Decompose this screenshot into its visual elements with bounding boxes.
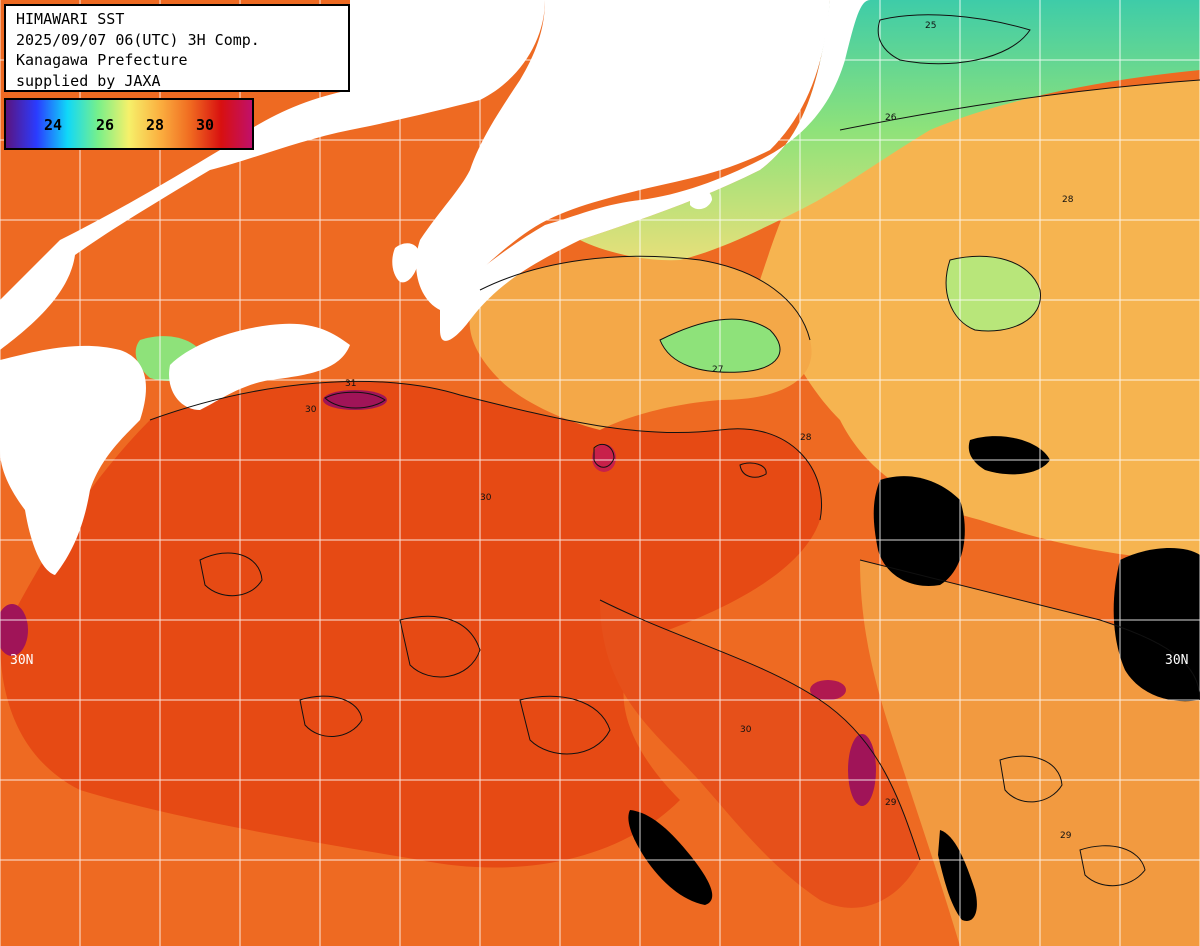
contour-label: 30 <box>480 493 492 503</box>
hot-spot-mid <box>810 680 846 700</box>
hot-spot-central <box>592 444 616 472</box>
latitude-label-left: 30N <box>10 653 34 668</box>
contour-label: 30 <box>305 405 317 415</box>
contour-label: 28 <box>800 433 812 443</box>
legend-tick: 24 <box>44 116 63 134</box>
contour-label: 31 <box>345 379 356 389</box>
legend-tick: 26 <box>96 116 115 134</box>
legend-tick: 28 <box>146 116 165 134</box>
land-island-small <box>560 0 615 22</box>
cloud-east <box>873 476 965 586</box>
land-kii <box>440 0 870 341</box>
hot-spot-south <box>848 734 876 806</box>
map-title-box: HIMAWARI SST 2025/09/07 06(UTC) 3H Comp.… <box>4 4 350 92</box>
land-awaji <box>392 243 420 283</box>
land-honshu-central <box>416 0 830 310</box>
title-line-credit: supplied by JAXA <box>16 71 161 90</box>
color-scale-bar <box>6 100 252 148</box>
cloud-south <box>628 810 713 905</box>
contour-label: 25 <box>925 21 936 31</box>
color-scale-legend: 24 26 28 30 <box>4 98 254 150</box>
contour-label: 29 <box>1060 831 1072 841</box>
warm-water-band <box>600 600 920 908</box>
legend-tick: 30 <box>196 116 215 134</box>
cool-water-patch-east <box>946 256 1041 331</box>
contour-label: 29 <box>885 798 897 808</box>
cloud-far-east <box>1113 548 1200 702</box>
land-honshu-west <box>0 0 545 350</box>
cool-water-coastal <box>580 0 1200 261</box>
contour-lines <box>149 14 1200 887</box>
warm-water-region <box>0 381 822 868</box>
contour-label-group: 25 26 27 28 29 30 31 28 30 30 29 <box>305 21 1074 841</box>
hot-spot-west <box>0 604 28 656</box>
contour-label: 30 <box>740 725 752 735</box>
land-shikoku <box>169 323 350 410</box>
title-line-prefecture: Kanagawa Prefecture <box>16 51 188 69</box>
land-island-izu <box>690 188 712 210</box>
cloud-south-east <box>938 830 977 921</box>
title-line-satellite: HIMAWARI SST <box>16 10 125 28</box>
hot-spot-north <box>323 390 387 410</box>
contour-label: 26 <box>885 113 897 123</box>
title-line-datetime: 2025/09/07 06(UTC) 3H Comp. <box>16 30 260 49</box>
cloud-northeast <box>968 436 1050 475</box>
contour-label: 27 <box>712 365 723 375</box>
latitude-label-right: 30N <box>1165 653 1189 668</box>
contour-label: 28 <box>1062 195 1074 205</box>
